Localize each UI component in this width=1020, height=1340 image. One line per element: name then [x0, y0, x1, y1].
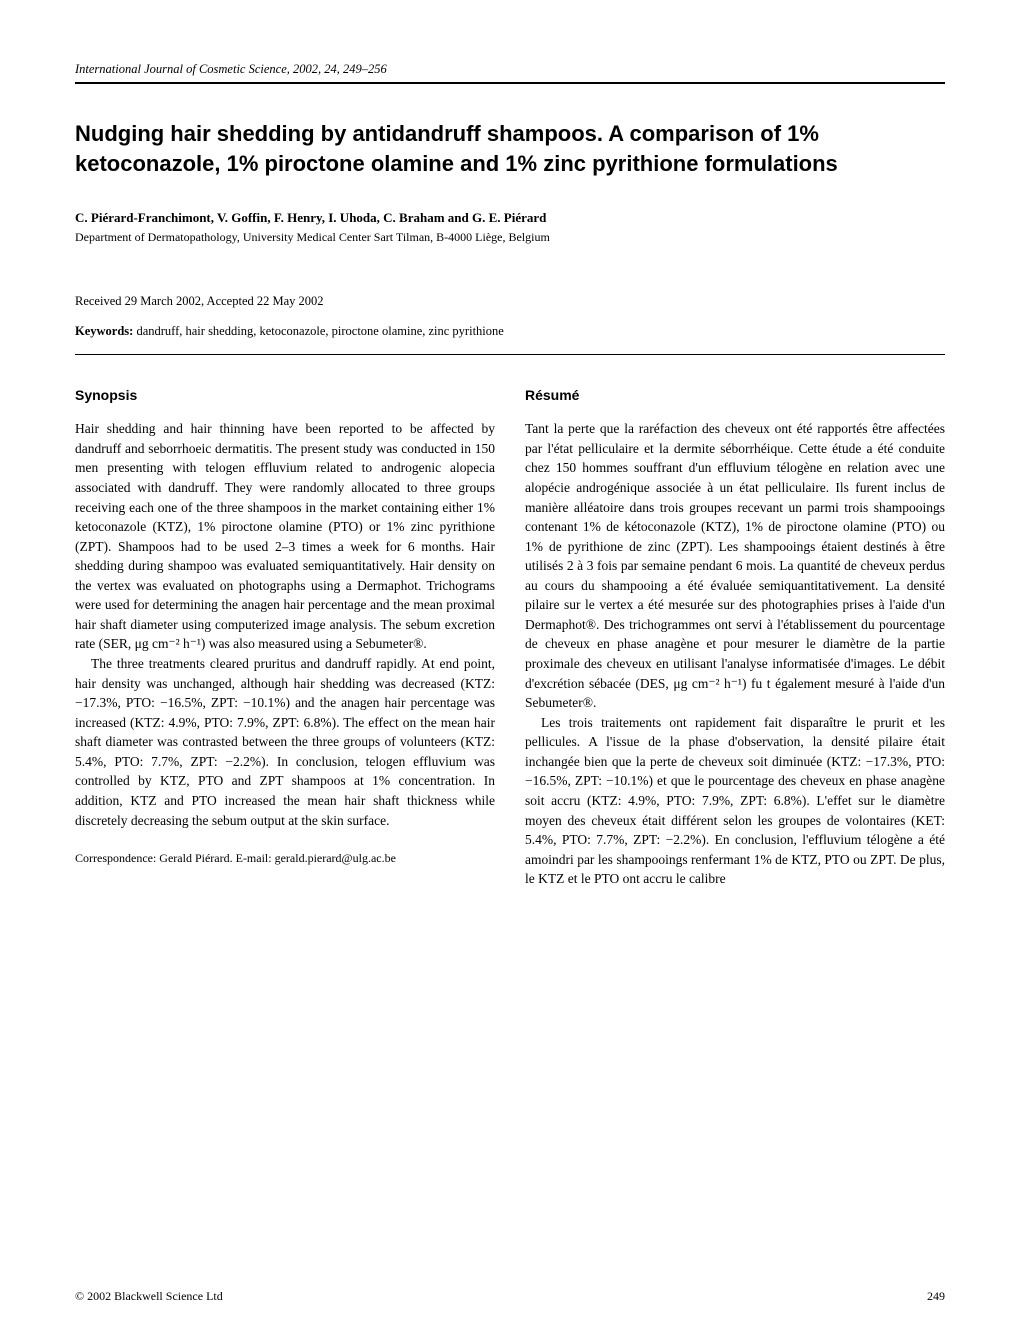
left-column: Synopsis Hair shedding and hair thinning… [75, 385, 495, 889]
received-dates: Received 29 March 2002, Accepted 22 May … [75, 292, 945, 310]
synopsis-paragraph-2: The three treatments cleared pruritus an… [75, 654, 495, 830]
copyright: © 2002 Blackwell Science Ltd [75, 1288, 223, 1305]
affiliation: Department of Dermatopathology, Universi… [75, 229, 945, 246]
keywords-label: Keywords: [75, 324, 136, 338]
divider [75, 354, 945, 355]
authors: C. Piérard-Franchimont, V. Goffin, F. He… [75, 209, 945, 228]
resume-paragraph-1: Tant la perte que la raréfaction des che… [525, 419, 945, 712]
resume-paragraph-2: Les trois traitements ont rapidement fai… [525, 713, 945, 889]
synopsis-heading: Synopsis [75, 385, 495, 405]
keywords-line: Keywords: dandruff, hair shedding, ketoc… [75, 322, 945, 340]
right-column: Résumé Tant la perte que la raréfaction … [525, 385, 945, 889]
page-footer: © 2002 Blackwell Science Ltd 249 [75, 1288, 945, 1305]
page-number: 249 [927, 1288, 945, 1305]
resume-heading: Résumé [525, 385, 945, 405]
keywords-text: dandruff, hair shedding, ketoconazole, p… [136, 324, 503, 338]
journal-header: International Journal of Cosmetic Scienc… [75, 60, 945, 84]
two-column-layout: Synopsis Hair shedding and hair thinning… [75, 385, 945, 889]
correspondence: Correspondence: Gerald Piérard. E-mail: … [75, 850, 495, 867]
article-title: Nudging hair shedding by antidandruff sh… [75, 119, 945, 178]
synopsis-paragraph-1: Hair shedding and hair thinning have bee… [75, 419, 495, 654]
